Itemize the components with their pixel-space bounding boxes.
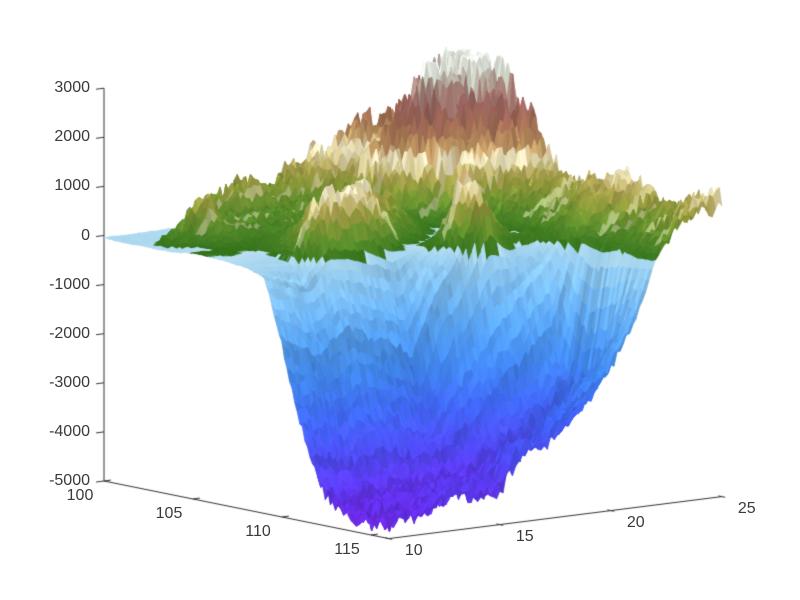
- z-axis-tick-label: 0: [81, 226, 90, 244]
- y-axis-tick-label: 20: [626, 513, 645, 531]
- y-axis-tick-label: 15: [515, 527, 534, 545]
- z-axis-tick-label: -4000: [49, 422, 90, 440]
- z-axis-tick-label: -2000: [49, 324, 90, 342]
- y-axis-tick-label: 10: [404, 541, 423, 559]
- z-axis-tick-label: 1000: [54, 177, 90, 195]
- z-axis-tick-label: -5000: [49, 472, 90, 489]
- z-axis-tick-label: -3000: [49, 373, 90, 391]
- x-axis-tick-label: 100: [66, 487, 94, 504]
- z-axis-tick-label: 3000: [54, 79, 90, 97]
- x-axis-tick-label: 105: [155, 505, 183, 522]
- y-axis-tick-label: 25: [737, 499, 756, 517]
- z-axis-tick-label: -1000: [49, 275, 90, 293]
- z-axis-tick-label: 2000: [54, 128, 90, 146]
- x-axis-tick-label: 110: [245, 523, 271, 540]
- x-axis-tick-label: 115: [334, 541, 360, 558]
